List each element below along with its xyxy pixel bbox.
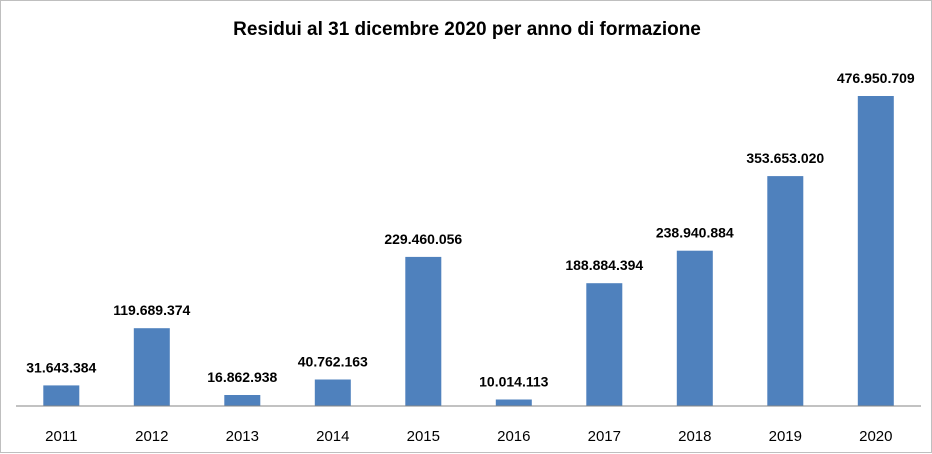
x-tick-label-2014: 2014	[316, 428, 349, 445]
data-labels-group: 31.643.384 119.689.374 16.862.938 40.762.16…	[26, 70, 915, 390]
bar-2012	[133, 328, 170, 406]
x-tick-label-2016: 2016	[497, 428, 530, 445]
bars-group	[43, 96, 894, 406]
data-label-2014: 40.762.163	[298, 354, 368, 370]
x-tick-label-2017: 2017	[588, 428, 621, 445]
data-label-2018: 238.940.884	[656, 225, 734, 241]
bar-2016	[495, 399, 532, 406]
bar-2013	[224, 395, 261, 406]
data-label-2016: 10.014.113	[479, 374, 549, 390]
x-tick-label-2015: 2015	[407, 428, 440, 445]
x-tick-label-2011: 2011	[45, 428, 77, 445]
data-label-2019: 353.653.020	[746, 150, 824, 166]
bar-2011	[43, 385, 80, 406]
bar-2019	[767, 176, 804, 406]
bar-2018	[676, 250, 713, 406]
bar-2020	[857, 96, 894, 406]
bar-2017	[586, 283, 623, 406]
data-label-2017: 188.884.394	[565, 257, 643, 273]
x-tick-labels-group: 2011 2012 2013 2014 2015 2016 2017 2018 2019 2020	[45, 428, 892, 445]
x-tick-label-2012: 2012	[135, 428, 168, 445]
data-label-2011: 31.643.384	[26, 359, 96, 375]
x-tick-label-2020: 2020	[859, 428, 892, 445]
data-label-2020: 476.950.709	[837, 70, 915, 86]
chart-title: Residui al 31 dicembre 2020 per anno di …	[233, 19, 701, 40]
bar-2014	[314, 379, 351, 406]
bar-2015	[405, 256, 442, 406]
data-label-2013: 16.862.938	[207, 369, 277, 385]
x-tick-label-2019: 2019	[769, 428, 802, 445]
x-tick-label-2013: 2013	[226, 428, 259, 445]
data-label-2012: 119.689.374	[113, 302, 190, 318]
data-label-2015: 229.460.056	[384, 231, 462, 247]
x-tick-label-2018: 2018	[678, 428, 711, 445]
